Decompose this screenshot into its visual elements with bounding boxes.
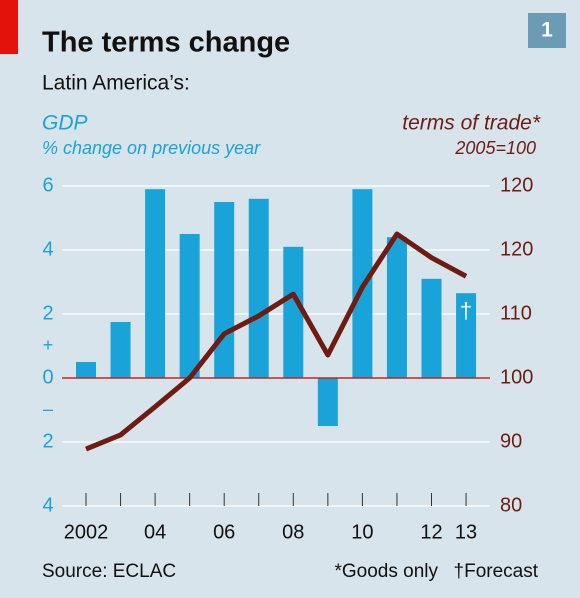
footnote: *Goods only xyxy=(334,561,438,582)
y-tick-label: 2 xyxy=(42,302,53,324)
minus-sign: – xyxy=(43,399,53,419)
y2-tick-label: 100 xyxy=(500,366,533,388)
bar xyxy=(110,322,131,378)
bar xyxy=(421,278,442,378)
footnote: †Forecast xyxy=(454,561,539,582)
x-tick-label: 06 xyxy=(213,521,235,543)
bar xyxy=(283,246,304,378)
x-tick-label: 13 xyxy=(455,521,477,543)
bar xyxy=(214,202,235,378)
bar xyxy=(317,378,338,426)
number-box xyxy=(528,13,566,48)
x-tick-label: 2002 xyxy=(64,521,109,543)
chart-number: 1 xyxy=(541,19,553,42)
bar xyxy=(145,189,166,378)
line xyxy=(85,231,468,452)
forecast-mark: † xyxy=(460,298,472,323)
x-tick-label: 04 xyxy=(144,521,166,543)
bar xyxy=(179,234,200,378)
y2-tick-label: 120 xyxy=(500,238,533,260)
y2-tick-label: 110 xyxy=(500,302,532,324)
plus-sign: + xyxy=(43,335,54,355)
y-tick-label: 2 xyxy=(42,430,53,452)
y2-axis-label: terms of trade* xyxy=(402,112,541,135)
x-tick-label: 08 xyxy=(282,521,304,543)
y2-tick-label: 80 xyxy=(500,494,522,516)
red-tab xyxy=(0,0,18,54)
y2-tick-label: 120 xyxy=(500,174,533,196)
x-tick-label: 10 xyxy=(351,521,373,543)
bar xyxy=(386,237,407,378)
source: Source: ECLAC xyxy=(42,561,176,582)
y-axis-sublabel: % change on previous year xyxy=(42,138,261,158)
y-axis-label: GDP xyxy=(42,112,88,135)
bar xyxy=(456,293,477,378)
y2-tick-label: 90 xyxy=(500,430,522,452)
bar xyxy=(76,362,96,378)
y-tick-label: 4 xyxy=(42,494,53,516)
y2-axis-sublabel: 2005=100 xyxy=(454,138,536,158)
x-tick-label: 12 xyxy=(420,521,442,543)
y-tick-label: 4 xyxy=(42,238,53,260)
bar xyxy=(248,198,269,378)
y-tick-label: 0 xyxy=(42,366,53,388)
y-tick-label: 6 xyxy=(42,174,53,196)
chart-subtitle: Latin America’s: xyxy=(42,72,190,95)
chart-title: The terms change xyxy=(42,27,290,59)
